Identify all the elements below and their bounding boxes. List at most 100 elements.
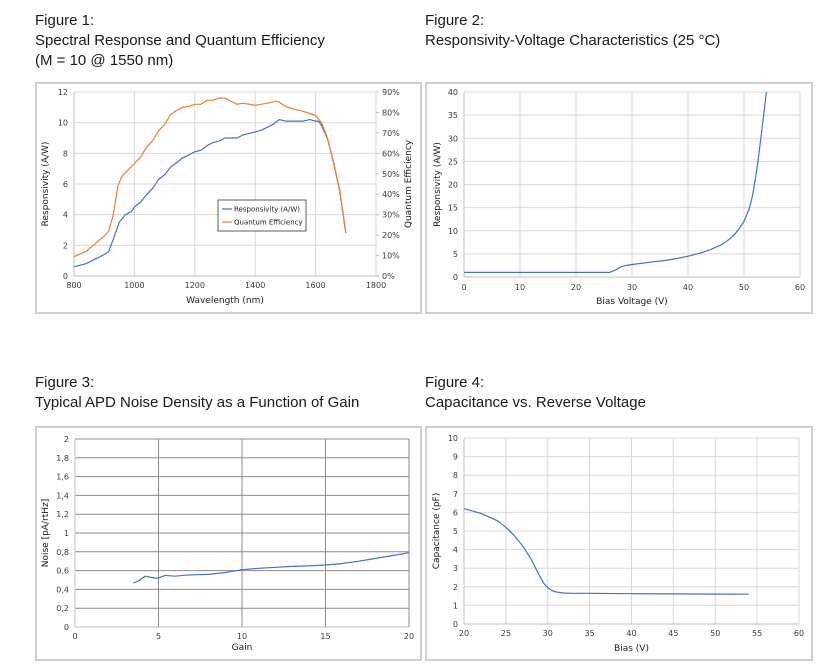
chart-3-xtick-label: 15 [320,632,330,641]
chart-1-y2-axis-title: Quantum Efficiency [404,139,414,228]
chart-1-y2tick-label: 60% [382,149,400,158]
chart-3-ytick-label: 0,6 [56,567,69,576]
chart-1-xtick-label: 1000 [124,281,144,290]
chart-2-xtick-label: 50 [739,283,749,292]
chart-4-x-axis-title: Bias (V) [614,644,649,654]
chart-3-xtick-label: 10 [237,632,247,641]
chart-1-xtick-label: 1400 [245,281,265,290]
chart-4-xtick-label: 35 [585,629,595,638]
chart-1-ytick-label: 0 [63,272,68,281]
figure-4-title: Capacitance vs. Reverse Voltage [425,394,646,411]
chart-3-ytick-label: 1 [64,529,69,538]
chart-4-ytick-label: 5 [453,527,458,536]
chart-2-ytick-label: 10 [448,227,458,236]
chart-4-xtick-label: 50 [710,629,720,638]
chart-1-legend-box [217,199,307,232]
chart-1-y2tick-label: 20% [382,231,400,240]
chart-3-ytick-label: 0 [64,623,69,632]
chart-4-ytick-label: 6 [453,508,458,517]
chart-1-xtick-label: 1200 [185,281,205,290]
figure-1-subtitle: (M = 10 @ 1550 nm) [35,52,174,69]
chart-3-ytick-label: 1,8 [56,454,69,463]
chart-2-y-axis-title: Responsivity (A/W) [433,142,443,227]
chart-4-frame [425,426,813,661]
chart-3-ytick-label: 0,4 [56,585,69,594]
chart-1-frame [35,82,422,314]
chart-4-ytick-label: 0 [453,620,458,629]
chart-4-ytick-label: 10 [448,434,458,443]
chart-2-xtick-label: 60 [795,283,805,292]
chart-4-ytick-label: 9 [453,453,458,462]
chart-4-xtick-label: 40 [626,629,636,638]
chart-2-ytick-label: 25 [448,157,458,166]
chart-1-y2tick-label: 30% [382,211,400,220]
chart-1-series-responsivity-a-w--line [73,118,347,268]
chart-3-xtick-label: 0 [72,632,77,641]
chart-4-ytick-label: 1 [453,601,458,610]
chart-3-series-noise-line [133,552,410,584]
figure-3-label: Figure 3: [35,374,95,391]
chart-4-ytick-label: 2 [453,583,458,592]
chart-4-xtick-label: 60 [794,629,804,638]
figure-4-heading: Figure 4: Capacitance vs. Reverse Voltag… [425,373,646,413]
chart-1-xtick-label: 1600 [305,281,325,290]
chart-1-y-axis-title: Responsivity (A/W) [41,142,51,227]
chart-1-series-quantum-efficiency-line [73,97,347,258]
chart-4-ytick-label: 7 [453,490,458,499]
chart-4-xtick-label: 20 [459,629,469,638]
chart-4-xtick-label: 30 [543,629,553,638]
chart-3-ytick-label: 1,6 [56,473,69,482]
chart-2-xtick-label: 30 [627,283,637,292]
chart-1-legend-entry: Responsivity (A/W) [234,206,300,214]
figure-4-label: Figure 4: [425,374,485,391]
chart-1-y2tick-label: 40% [382,190,400,199]
figure-3-heading: Figure 3: Typical APD Noise Density as a… [35,373,359,413]
figure-1-title: Spectral Response and Quantum Efficiency [35,32,325,49]
figure-2-title: Responsivity-Voltage Characteristics (25… [425,32,721,49]
chart-2-frame [425,82,813,314]
figure-1-label: Figure 1: [35,12,95,29]
chart-3-ytick-label: 2 [64,435,69,444]
chart-2-x-axis-title: Bias Voltage (V) [596,297,668,307]
chart-4-ytick-label: 8 [453,471,458,480]
figure-1-heading: Figure 1: Spectral Response and Quantum … [35,11,325,71]
chart-1-ytick-label: 10 [58,119,68,128]
chart-1-y2tick-label: 80% [382,108,400,117]
chart-1-y2tick-label: 10% [382,252,400,261]
chart-3-xtick-label: 20 [404,632,414,641]
chart-4-xtick-label: 25 [501,629,511,638]
chart-4-series-capacitance-line [463,508,749,595]
chart-3-ytick-label: 0,8 [56,548,69,557]
chart-1-y2tick-label: 0% [382,272,395,281]
chart-2-xtick-label: 10 [515,283,525,292]
chart-1-y2tick-label: 70% [382,129,400,138]
chart-4-ytick-label: 3 [453,564,458,573]
chart-1-legend-entry: Quantum Efficiency [234,219,303,227]
chart-4-ytick-label: 4 [453,546,458,555]
chart-1-ytick-label: 12 [58,88,68,97]
chart-2-xtick-label: 40 [683,283,693,292]
chart-2-ytick-label: 40 [448,88,458,97]
figure-2-label: Figure 2: [425,12,485,29]
chart-2-ytick-label: 0 [453,273,458,282]
chart-3-x-axis-title: Gain [232,643,253,653]
chart-3-xtick-label: 5 [156,632,161,641]
chart-3-ytick-label: 0,2 [56,604,69,613]
chart-1-y2tick-label: 50% [382,170,400,179]
chart-3-frame [35,426,422,661]
chart-1-ytick-label: 6 [63,180,68,189]
chart-2-series-responsivity-line [464,91,767,273]
chart-2-xtick-label: 20 [571,283,581,292]
chart-2-xtick-label: 0 [461,283,466,292]
chart-1-y2tick-label: 90% [382,88,400,97]
chart-1-ytick-label: 2 [63,241,68,250]
chart-3-y-axis-title: Noise [pA/rtHz] [41,499,51,567]
chart-1-xtick-label: 800 [66,281,81,290]
chart-2-ytick-label: 30 [448,134,458,143]
chart-4-xtick-label: 55 [752,629,762,638]
chart-1-ytick-label: 4 [63,211,68,220]
chart-1-ytick-label: 8 [63,149,68,158]
figure-3-title: Typical APD Noise Density as a Function … [35,394,360,411]
figure-2-heading: Figure 2: Responsivity-Voltage Character… [425,11,720,51]
